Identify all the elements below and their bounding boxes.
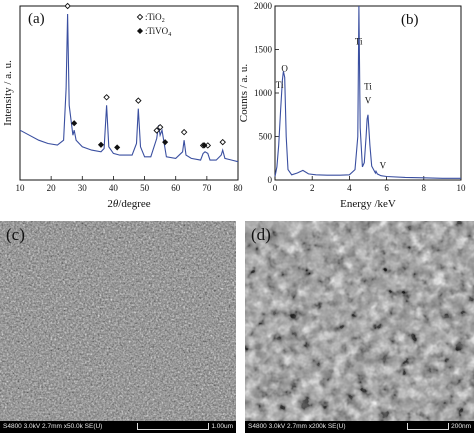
peak-annotation: V [380, 161, 387, 171]
tio2-peak-marker [135, 97, 142, 104]
x-tick-label: 40 [109, 183, 119, 193]
xrd-panel: 10 20 30 40 50 60 70 80 (a):TiO2:TiVO4 2θ/degree I… [0, 0, 245, 215]
x-tick-label: 30 [78, 183, 88, 193]
tio2-peak-marker [103, 94, 110, 101]
panel-tag-d: (d) [251, 225, 271, 244]
x-axis-label-theta: θ [113, 198, 119, 210]
sem-texture-low-mag [0, 221, 236, 421]
x-tick-label: 10 [16, 183, 26, 193]
tio2-peak-marker [64, 2, 71, 10]
x-tick-label: 6 [384, 183, 389, 193]
tio2-peak-marker [156, 123, 164, 131]
sem-scale-bar: 1.00um [137, 421, 233, 433]
peak-annotation: Ti [364, 82, 372, 92]
eds-panel: 0 2 4 6 8 10 0 500 1000 1500 2000 O Ti Ti Ti V V (b) Energ… [237, 0, 474, 215]
peak-annotation: Ti [355, 36, 363, 46]
x-tick-label: 70 [202, 183, 212, 193]
y-tick-label: 0 [268, 175, 273, 185]
sem-info-text: S4800 3.0kV 2.7mm x50.0k SE(U) [3, 423, 103, 430]
xrd-series-line [19, 13, 239, 163]
tio2-peak-marker [153, 127, 160, 134]
x-tick-label: 4 [347, 183, 352, 193]
eds-chart: 0 2 4 6 8 10 0 500 1000 1500 2000 O Ti Ti Ti V V (b) Energ… [238, 1, 467, 210]
tivo4-peak-marker [97, 141, 105, 148]
sem-image-low-mag: (c) S4800 3.0kV 2.7mm x50.0k SE(U) 1.00u… [0, 221, 236, 433]
y-tick-label: 2000 [254, 1, 273, 11]
tivo4-peak-marker [71, 120, 78, 127]
x-tick-label: 60 [171, 183, 181, 193]
x-tick-label: 50 [140, 183, 150, 193]
y-tick-label: 1500 [254, 45, 273, 55]
tivo4-peak-marker [201, 142, 208, 149]
legend-tivo4-label: :TiVO4 [145, 26, 171, 38]
x-axis-label: Energy /keV [340, 198, 396, 210]
x-tick-label: 2 [310, 183, 315, 193]
legend-filled-diamond [136, 27, 144, 35]
panel-tag-a: (a) [28, 11, 45, 27]
peak-annotation: O [281, 63, 288, 73]
y-axis-label: Counts / a. u. [238, 64, 250, 123]
sem-info-bar: S4800 3.0kV 2.7mm x50.0k SE(U) 1.00um [0, 421, 236, 433]
x-axis-label-prefix: 2 [107, 198, 113, 210]
xrd-chart: 10 20 30 40 50 60 70 80(a):TiO2:TiVO42θ/degreeI… [2, 2, 244, 210]
tio2-peak-marker [180, 128, 188, 136]
panel-tag-b: (b) [401, 12, 419, 28]
legend-tio2-subscript: 2 [162, 18, 165, 24]
x-axis-label-suffix: /degree [118, 198, 150, 210]
plot-frame [19, 5, 239, 181]
panel-tag-c: (c) [6, 225, 25, 244]
tivo4-peak-marker [114, 144, 121, 151]
sem-image-high-mag: (d) S4800 3.0kV 2.7mm x200k SE(U) 200nm [245, 221, 474, 433]
sem-scale-label: 200nm [451, 423, 471, 430]
tivo4-peak-marker [162, 139, 169, 146]
plot-frame [274, 5, 462, 181]
x-tick-label: 10 [457, 183, 467, 193]
sem-info-bar: S4800 3.0kV 2.7mm x200k SE(U) 200nm [245, 421, 474, 433]
y-axis-label: Intensity / a. u. [2, 60, 14, 126]
x-axis-label: 2θ/degree [107, 198, 150, 210]
x-tick-label: 0 [273, 183, 278, 193]
tio2-peak-marker [219, 138, 226, 146]
y-tick-label: 1000 [254, 88, 273, 98]
sem-texture-high-mag [245, 221, 474, 421]
y-tick-label: 500 [259, 132, 273, 142]
x-tick-label: 8 [422, 183, 427, 193]
peak-annotation: V [365, 95, 372, 105]
sem-info-text: S4800 3.0kV 2.7mm x200k SE(U) [248, 423, 346, 430]
legend-tivo4-subscript: 4 [168, 32, 171, 38]
peak-annotation: Ti [276, 80, 284, 90]
legend-open-diamond [136, 13, 144, 21]
sem-scale-label: 1.00um [211, 423, 233, 430]
x-tick-label: 80 [234, 183, 244, 193]
legend-tio2-label: :TiO2 [145, 12, 165, 24]
x-tick-label: 20 [47, 183, 57, 193]
eds-series-line [274, 5, 461, 179]
sem-scale-bar: 200nm [407, 421, 471, 433]
